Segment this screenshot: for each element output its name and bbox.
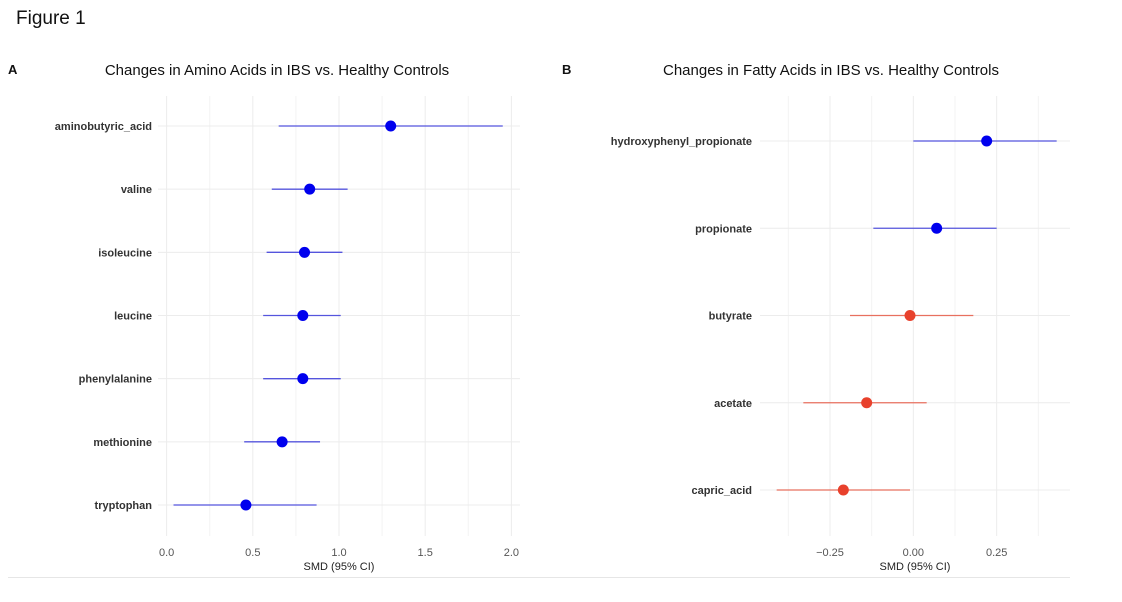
panel-b-category-label: hydroxyphenyl_propionate <box>611 136 752 148</box>
panel-a-category-label: tryptophan <box>95 500 153 512</box>
panel-a-category-label: methionine <box>93 437 152 449</box>
panel-a-estimate-point <box>276 436 288 448</box>
panel-b-category-label: acetate <box>714 398 752 410</box>
bottom-divider <box>8 577 1070 578</box>
panel-b-x-axis-title: SMD (95% CI) <box>880 561 951 573</box>
panel-b-estimate-point <box>931 222 943 234</box>
figure-title: Figure 1 <box>16 8 86 29</box>
panel-a-x-tick-label: 1.5 <box>418 547 433 559</box>
panel-b-estimate-point <box>904 310 916 321</box>
panel-a-category-label: aminobutyric_acid <box>55 121 152 133</box>
panel-letter-b: B <box>562 62 572 77</box>
panel-b-x-tick-label: −0.25 <box>816 547 844 559</box>
panel-b-category-label: capric_acid <box>691 485 752 497</box>
panel-b-estimate-point <box>861 397 873 409</box>
panel-a-category-label: valine <box>121 184 152 196</box>
panel-b-category-label: propionate <box>695 223 752 235</box>
panel-a-estimate-point <box>299 246 311 258</box>
panel-a-x-tick-label: 0.0 <box>159 547 174 559</box>
panel-letter-a: A <box>8 62 18 77</box>
panel-b-x-tick-label: 0.00 <box>903 547 924 559</box>
panel-b-category-label: butyrate <box>709 311 752 323</box>
panel-a-estimate-point <box>297 373 309 385</box>
panel-a-x-tick-label: 2.0 <box>504 547 519 559</box>
panel-a-x-tick-label: 1.0 <box>331 547 346 559</box>
panel-a-estimate-point <box>304 183 316 195</box>
panel-a-estimate-point <box>240 499 252 511</box>
panel-b-x-tick-label: 0.25 <box>986 547 1007 559</box>
panel-b-chart-title: Changes in Fatty Acids in IBS vs. Health… <box>663 62 999 79</box>
panel-a-estimate-point <box>385 120 397 132</box>
panel-a-chart-title: Changes in Amino Acids in IBS vs. Health… <box>105 62 449 79</box>
panel-b-estimate-point <box>981 135 993 147</box>
panel-a-x-tick-label: 0.5 <box>245 547 260 559</box>
panel-a-category-label: isoleucine <box>98 247 152 259</box>
panel-b-estimate-point <box>837 484 849 496</box>
panel-a-x-axis-title: SMD (95% CI) <box>304 561 375 573</box>
panel-a-category-label: leucine <box>114 311 152 323</box>
panel-a-category-label: phenylalanine <box>79 374 152 386</box>
panel-a-estimate-point <box>297 310 309 321</box>
